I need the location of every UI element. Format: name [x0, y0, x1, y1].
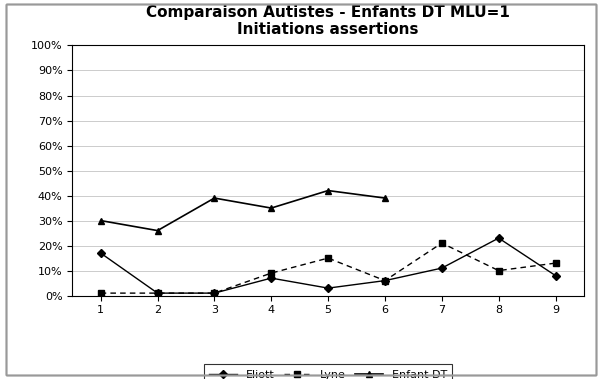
Eliott: [97, 251, 104, 255]
Lyne: [268, 271, 275, 276]
Eliott: [552, 273, 559, 278]
Lyne: [438, 241, 445, 245]
Lyne: [97, 291, 104, 295]
Eliott: [211, 291, 218, 295]
Enfant DT: [211, 196, 218, 200]
Legend: Eliott, Lyne, Enfant DT: Eliott, Lyne, Enfant DT: [203, 364, 453, 379]
Eliott: [495, 236, 502, 240]
Title: Comparaison Autistes - Enfants DT MLU=1
Initiations assertions: Comparaison Autistes - Enfants DT MLU=1 …: [146, 5, 510, 38]
Lyne: [324, 256, 332, 260]
Enfant DT: [268, 206, 275, 210]
Eliott: [268, 276, 275, 280]
Line: Eliott: Eliott: [98, 235, 558, 296]
Lyne: [154, 291, 161, 295]
Lyne: [381, 278, 388, 283]
Enfant DT: [324, 188, 332, 193]
Lyne: [552, 261, 559, 265]
Line: Enfant DT: Enfant DT: [97, 187, 388, 234]
Enfant DT: [154, 228, 161, 233]
Eliott: [438, 266, 445, 270]
Eliott: [154, 291, 161, 295]
Lyne: [211, 291, 218, 295]
Enfant DT: [97, 218, 104, 223]
Eliott: [324, 286, 332, 290]
Eliott: [381, 278, 388, 283]
Lyne: [495, 268, 502, 273]
Line: Lyne: Lyne: [98, 240, 558, 296]
Enfant DT: [381, 196, 388, 200]
